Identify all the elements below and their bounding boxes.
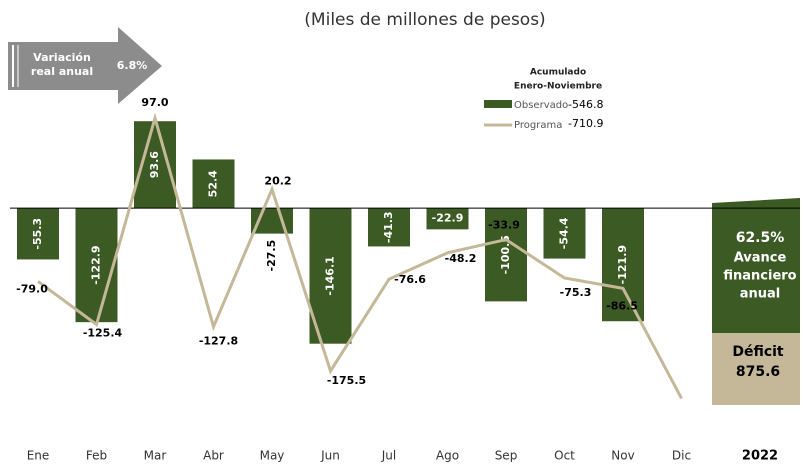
arrow (8, 27, 162, 104)
x-tick-label: Dic (672, 449, 691, 463)
bar-label: -27.5 (265, 240, 278, 272)
bar-label: -122.9 (90, 245, 103, 284)
line-label: -127.8 (199, 335, 238, 348)
bar (485, 208, 527, 302)
line-label: -86.5 (606, 299, 638, 312)
x-tick-label: Sep (495, 449, 518, 463)
x-tick-label: Ene (27, 449, 50, 463)
legend-title: Acumulado (530, 68, 586, 78)
bar-label: -41.3 (382, 211, 395, 243)
legend-value: -546.8 (568, 98, 603, 111)
summary-year: 2022 (742, 449, 778, 464)
x-tick-label: Abr (203, 449, 224, 463)
line-label: 20.2 (264, 174, 291, 187)
summary-text: anual (740, 287, 781, 302)
summary-value: 62.5% (736, 230, 785, 246)
line-label: -125.4 (83, 326, 123, 339)
bar-label: 93.6 (148, 151, 161, 178)
annotation-label: real anual (31, 65, 93, 78)
annotation-label: Variación (33, 51, 91, 64)
x-tick-label: Oct (554, 449, 575, 463)
bar-label: -121.9 (616, 245, 629, 284)
line-label: -48.2 (445, 252, 477, 265)
bar (426, 208, 469, 230)
line-label: -175.5 (327, 374, 366, 387)
line-label: -33.9 (488, 219, 520, 232)
bar-label: 52.4 (207, 170, 220, 197)
bar (75, 208, 118, 323)
line-label: -76.6 (394, 273, 426, 286)
legend-value: -710.9 (568, 117, 603, 130)
bar (602, 208, 644, 322)
summary-box (712, 333, 800, 405)
summary-box (712, 198, 800, 333)
bar (368, 208, 410, 247)
x-tick-label: Nov (611, 449, 634, 463)
summary-text: Avance (734, 251, 787, 266)
legend-label: Observado (514, 100, 568, 111)
legend-title: Enero-Noviembre (514, 82, 602, 92)
bar-label: -146.1 (324, 256, 337, 295)
line-label: -79.0 (16, 282, 48, 295)
legend-swatch (484, 100, 512, 108)
line-label: -75.3 (560, 286, 592, 299)
x-tick-label: Feb (86, 449, 107, 463)
bar (309, 208, 352, 344)
chart-title: (Miles de millones de pesos) (304, 10, 545, 30)
annotation-value: 6.8% (117, 59, 148, 72)
summary-text: financiero (723, 269, 796, 284)
x-tick-label: Jun (320, 449, 340, 463)
bar-label: -55.3 (31, 218, 44, 250)
x-tick-label: Mar (144, 449, 167, 463)
x-tick-label: May (260, 449, 285, 463)
x-tick-label: Jul (381, 449, 396, 463)
bar-label: -54.4 (558, 217, 571, 249)
summary-text: Déficit (732, 344, 784, 360)
bar-label: -22.9 (432, 212, 464, 225)
bar (543, 208, 586, 259)
bar-label: -100.5 (499, 235, 512, 274)
summary-value: 875.6 (736, 364, 780, 380)
line-label: 97.0 (141, 96, 168, 109)
line (37, 112, 683, 400)
bar (192, 159, 235, 209)
legend-label: Programa (514, 120, 562, 131)
x-tick-label: Ago (436, 449, 459, 463)
bar (17, 208, 59, 260)
